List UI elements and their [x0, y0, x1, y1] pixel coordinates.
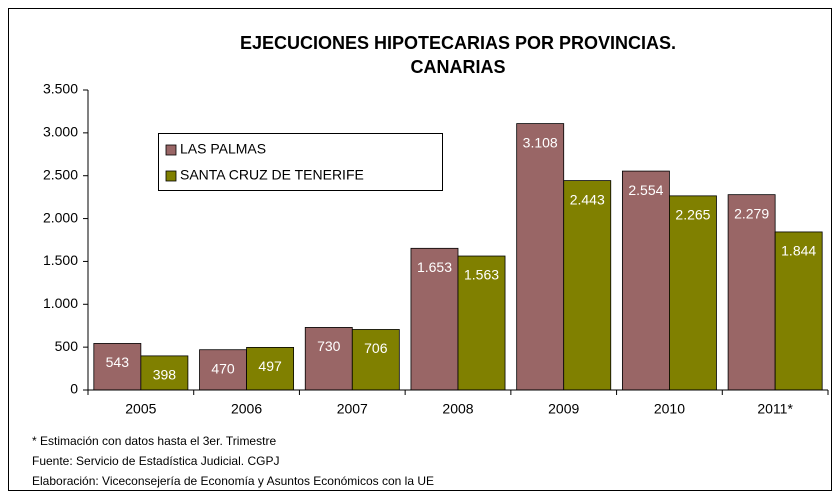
- bar: [351, 329, 400, 391]
- x-tick-label: 2005: [125, 401, 156, 417]
- value-label: 3.108: [523, 134, 558, 150]
- value-label: 470: [211, 360, 235, 376]
- bar: [727, 194, 776, 391]
- legend-swatch: [165, 144, 177, 156]
- legend-swatch: [165, 170, 177, 182]
- x-tick-label: 2008: [442, 401, 473, 417]
- chart-title: CANARIAS: [410, 57, 505, 77]
- value-label: 497: [258, 358, 282, 374]
- value-label: 706: [364, 340, 388, 356]
- value-label: 398: [153, 367, 177, 383]
- y-tick-label: 1.000: [43, 295, 78, 311]
- bar: [304, 327, 353, 391]
- chart-title: EJECUCIONES HIPOTECARIAS POR PROVINCIAS.: [240, 33, 676, 53]
- x-tick-label: 2007: [337, 401, 368, 417]
- bar: [199, 349, 247, 391]
- bar: [563, 180, 612, 391]
- value-label: 2.443: [570, 191, 605, 207]
- value-label: 1.563: [464, 267, 499, 283]
- x-tick-label: 2010: [654, 401, 685, 417]
- y-tick-label: 3.000: [43, 124, 78, 140]
- value-label: 2.279: [734, 205, 769, 221]
- value-label: 1.653: [417, 259, 452, 275]
- x-tick-label: 2006: [231, 401, 262, 417]
- value-label: 1.844: [781, 243, 816, 259]
- bar: [246, 346, 295, 391]
- footnote: Fuente: Servicio de Estadística Judicial…: [32, 454, 279, 468]
- footnote: * Estimación con datos hasta el 3er. Tri…: [32, 434, 276, 448]
- footnote: Elaboración: Viceconsejería de Economía …: [32, 474, 434, 488]
- legend-label: LAS PALMAS: [180, 141, 266, 157]
- y-tick-label: 2.500: [43, 166, 78, 182]
- bar: [457, 255, 506, 391]
- value-label: 2.265: [675, 207, 710, 223]
- x-tick-label: 2009: [548, 401, 579, 417]
- y-tick-label: 500: [55, 338, 79, 354]
- bar: [774, 231, 823, 391]
- y-tick-label: 1.500: [43, 252, 78, 268]
- y-tick-label: 0: [70, 381, 78, 397]
- bar: [669, 195, 717, 391]
- bar: [621, 170, 670, 391]
- y-tick-label: 2.000: [43, 209, 78, 225]
- value-label: 730: [317, 338, 341, 354]
- bar: [516, 123, 565, 391]
- legend-box: [158, 133, 443, 191]
- value-label: 2.554: [628, 182, 663, 198]
- y-tick-label: 3.500: [43, 81, 78, 97]
- value-label: 543: [106, 354, 130, 370]
- x-tick-label: 2011*: [757, 401, 793, 417]
- legend-label: SANTA CRUZ DE TENERIFE: [180, 167, 364, 183]
